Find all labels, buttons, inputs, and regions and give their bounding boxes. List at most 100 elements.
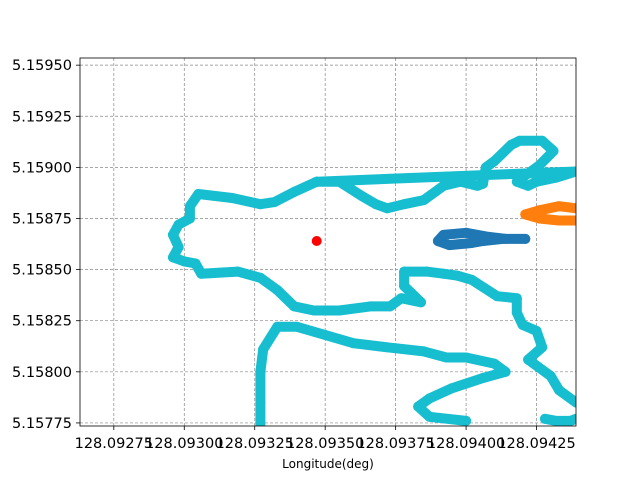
series-point <box>190 258 201 269</box>
y-tick-label: 5.15800 <box>12 365 72 381</box>
x-tick-label: 128.09375 <box>356 436 434 452</box>
x-tick-label: 128.09275 <box>75 436 153 452</box>
series-point <box>399 199 410 210</box>
series-point <box>537 135 548 146</box>
series-point <box>520 233 531 244</box>
series-point <box>517 319 528 330</box>
grid <box>80 58 576 426</box>
series-point <box>356 191 367 201</box>
series-point <box>255 272 266 283</box>
series-point <box>289 301 300 312</box>
series-point <box>424 393 435 404</box>
series-point <box>520 209 531 220</box>
series-point <box>196 268 207 279</box>
series-point <box>506 139 517 150</box>
marker-point <box>311 235 322 246</box>
series-point <box>418 346 429 357</box>
series-point <box>489 358 500 369</box>
y-tick-label: 5.15775 <box>12 416 72 432</box>
series-point <box>396 293 407 304</box>
series-point <box>399 266 410 277</box>
series-point <box>554 215 565 226</box>
x-tick-label: 128.09350 <box>286 436 364 452</box>
series-point <box>311 176 322 187</box>
series-group <box>255 321 511 426</box>
series-point <box>193 188 204 199</box>
series-point <box>537 342 548 353</box>
series-point <box>511 176 522 187</box>
series-point <box>382 342 393 353</box>
series-point <box>511 307 522 318</box>
series-point <box>184 201 195 212</box>
y-tick-label: 5.15925 <box>12 109 72 125</box>
series-point <box>478 372 488 383</box>
series-point <box>370 199 381 210</box>
series-point <box>540 413 550 424</box>
series-group <box>432 227 531 251</box>
series-group <box>311 135 576 214</box>
series-point <box>269 197 280 208</box>
series-point <box>179 256 190 267</box>
series-point <box>478 178 488 189</box>
series-point <box>554 385 565 396</box>
y-tick-label: 5.15825 <box>12 314 72 330</box>
series-point <box>511 293 522 304</box>
y-tick-label: 5.15900 <box>12 160 72 176</box>
series-group <box>168 176 576 408</box>
series-point <box>272 321 283 332</box>
series-point <box>432 235 443 246</box>
series-point <box>385 301 395 312</box>
series-point <box>413 401 424 412</box>
series-point <box>173 242 184 253</box>
series-point <box>272 285 283 296</box>
series-point <box>534 160 545 171</box>
series-point <box>255 366 266 377</box>
series-point <box>452 270 463 281</box>
series-point <box>348 338 359 349</box>
y-tick-label: 5.15950 <box>12 58 72 74</box>
series-point <box>258 344 269 355</box>
series-point <box>531 325 542 336</box>
y-tick-label: 5.15850 <box>12 263 72 279</box>
series-point <box>255 422 266 426</box>
series-point <box>255 199 266 210</box>
series-group <box>540 413 576 426</box>
series-point <box>571 397 576 408</box>
series-point <box>424 411 435 422</box>
series-point <box>168 252 178 263</box>
series-point <box>255 397 266 408</box>
series-group <box>520 201 576 226</box>
series-point <box>534 205 545 216</box>
series-point <box>545 370 556 381</box>
plot-frame <box>79 57 577 427</box>
series-point <box>399 280 410 291</box>
series-point <box>227 193 238 204</box>
series-point <box>523 354 534 365</box>
series-point <box>441 352 452 363</box>
series-point <box>461 415 472 426</box>
series-point <box>168 229 178 240</box>
series-point <box>173 219 184 230</box>
series-point <box>523 180 534 191</box>
series-point <box>497 233 508 244</box>
series-point <box>438 180 449 191</box>
series-point <box>416 297 426 308</box>
x-axis-label: Longitude(deg) <box>282 457 374 471</box>
series-point <box>334 176 345 187</box>
series-point <box>551 172 562 183</box>
series-point <box>466 238 477 249</box>
series-point <box>418 195 429 206</box>
series-point <box>447 383 457 394</box>
series-point <box>292 321 302 332</box>
series-point <box>514 135 525 146</box>
series-point <box>444 240 455 251</box>
x-tick-label: 128.09425 <box>497 436 575 452</box>
series-point <box>554 201 565 212</box>
series-point <box>421 266 432 277</box>
series-point <box>489 156 500 167</box>
x-tick-label: 128.09400 <box>427 436 505 452</box>
series-point <box>461 352 472 363</box>
series-point <box>334 305 345 316</box>
series-point <box>571 203 576 214</box>
